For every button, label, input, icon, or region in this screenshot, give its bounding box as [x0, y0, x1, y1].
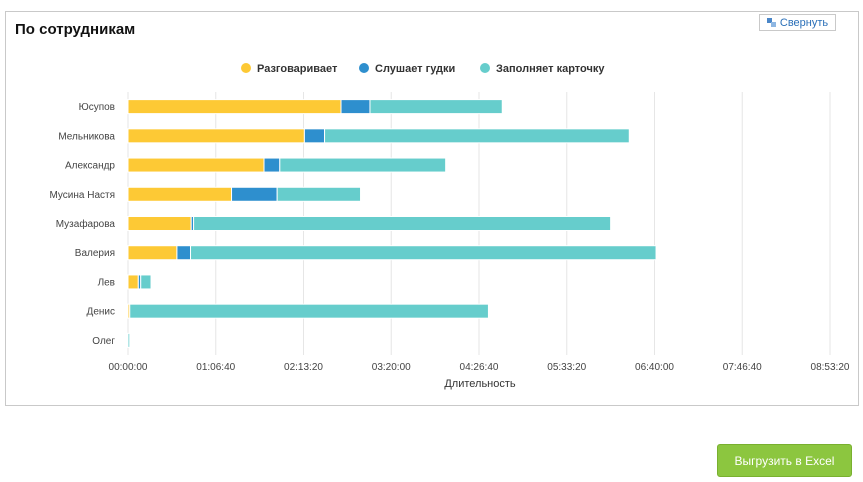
bar-segment [127, 245, 178, 261]
bar-segment [279, 157, 447, 173]
y-category-label: Денис [87, 307, 115, 318]
x-tick-label: 05:33:20 [547, 362, 586, 373]
bar-segment [127, 332, 131, 348]
x-tick-label: 00:00:00 [109, 362, 148, 373]
employee-panel: По сотрудникам Свернуть [5, 11, 859, 406]
y-category-label: Александр [65, 161, 115, 172]
bar-segment [127, 128, 305, 144]
y-category-label: Мельникова [58, 131, 115, 142]
bar-segment [129, 303, 489, 319]
bar-segment [190, 245, 657, 261]
bar-segment [127, 216, 192, 231]
bar-segment [340, 99, 371, 115]
bar-segment [263, 157, 281, 173]
bar-segment [127, 99, 342, 115]
x-tick-label: 04:26:40 [460, 362, 499, 373]
panel-title: По сотрудникам [15, 21, 136, 38]
legend-label: Заполняет карточку [496, 63, 605, 75]
bar-segment [369, 99, 503, 115]
bar-segment [127, 274, 139, 290]
bar-segment [140, 274, 152, 290]
bar-segment [231, 186, 278, 202]
y-category-label: Мусина Настя [49, 190, 115, 201]
x-axis-title: Длительность [444, 378, 516, 390]
y-category-label: Олег [92, 336, 115, 347]
x-tick-label: 08:53:20 [811, 362, 850, 373]
bar-segment [127, 186, 233, 202]
legend-marker [480, 63, 490, 73]
bar-segment [127, 157, 265, 173]
y-category-label: Лев [98, 277, 115, 288]
y-category-label: Музафарова [56, 218, 116, 230]
x-tick-label: 01:06:40 [196, 362, 235, 373]
export-excel-button[interactable]: Выгрузить в Excel [717, 444, 852, 477]
legend-label: Разговаривает [257, 63, 338, 75]
x-tick-label: 07:46:40 [723, 362, 762, 373]
bar-segment [193, 216, 612, 231]
legend-marker [241, 63, 251, 73]
collapse-button[interactable]: Свернуть [759, 14, 836, 31]
x-tick-label: 03:20:00 [372, 362, 411, 373]
bar-segment [276, 186, 362, 202]
bar-segment [176, 245, 192, 261]
collapse-icon [766, 18, 776, 27]
legend-label: Слушает гудки [375, 63, 455, 75]
x-tick-label: 02:13:20 [284, 362, 323, 373]
legend-marker [359, 63, 369, 73]
y-category-label: Юсупов [79, 102, 115, 113]
collapse-label: Свернуть [779, 16, 829, 29]
export-excel-label: Выгрузить в Excel [734, 453, 835, 468]
bar-segment [324, 128, 630, 144]
y-category-label: Валерия [75, 248, 115, 259]
bar-segment [303, 128, 326, 144]
x-tick-label: 06:40:00 [635, 362, 674, 373]
